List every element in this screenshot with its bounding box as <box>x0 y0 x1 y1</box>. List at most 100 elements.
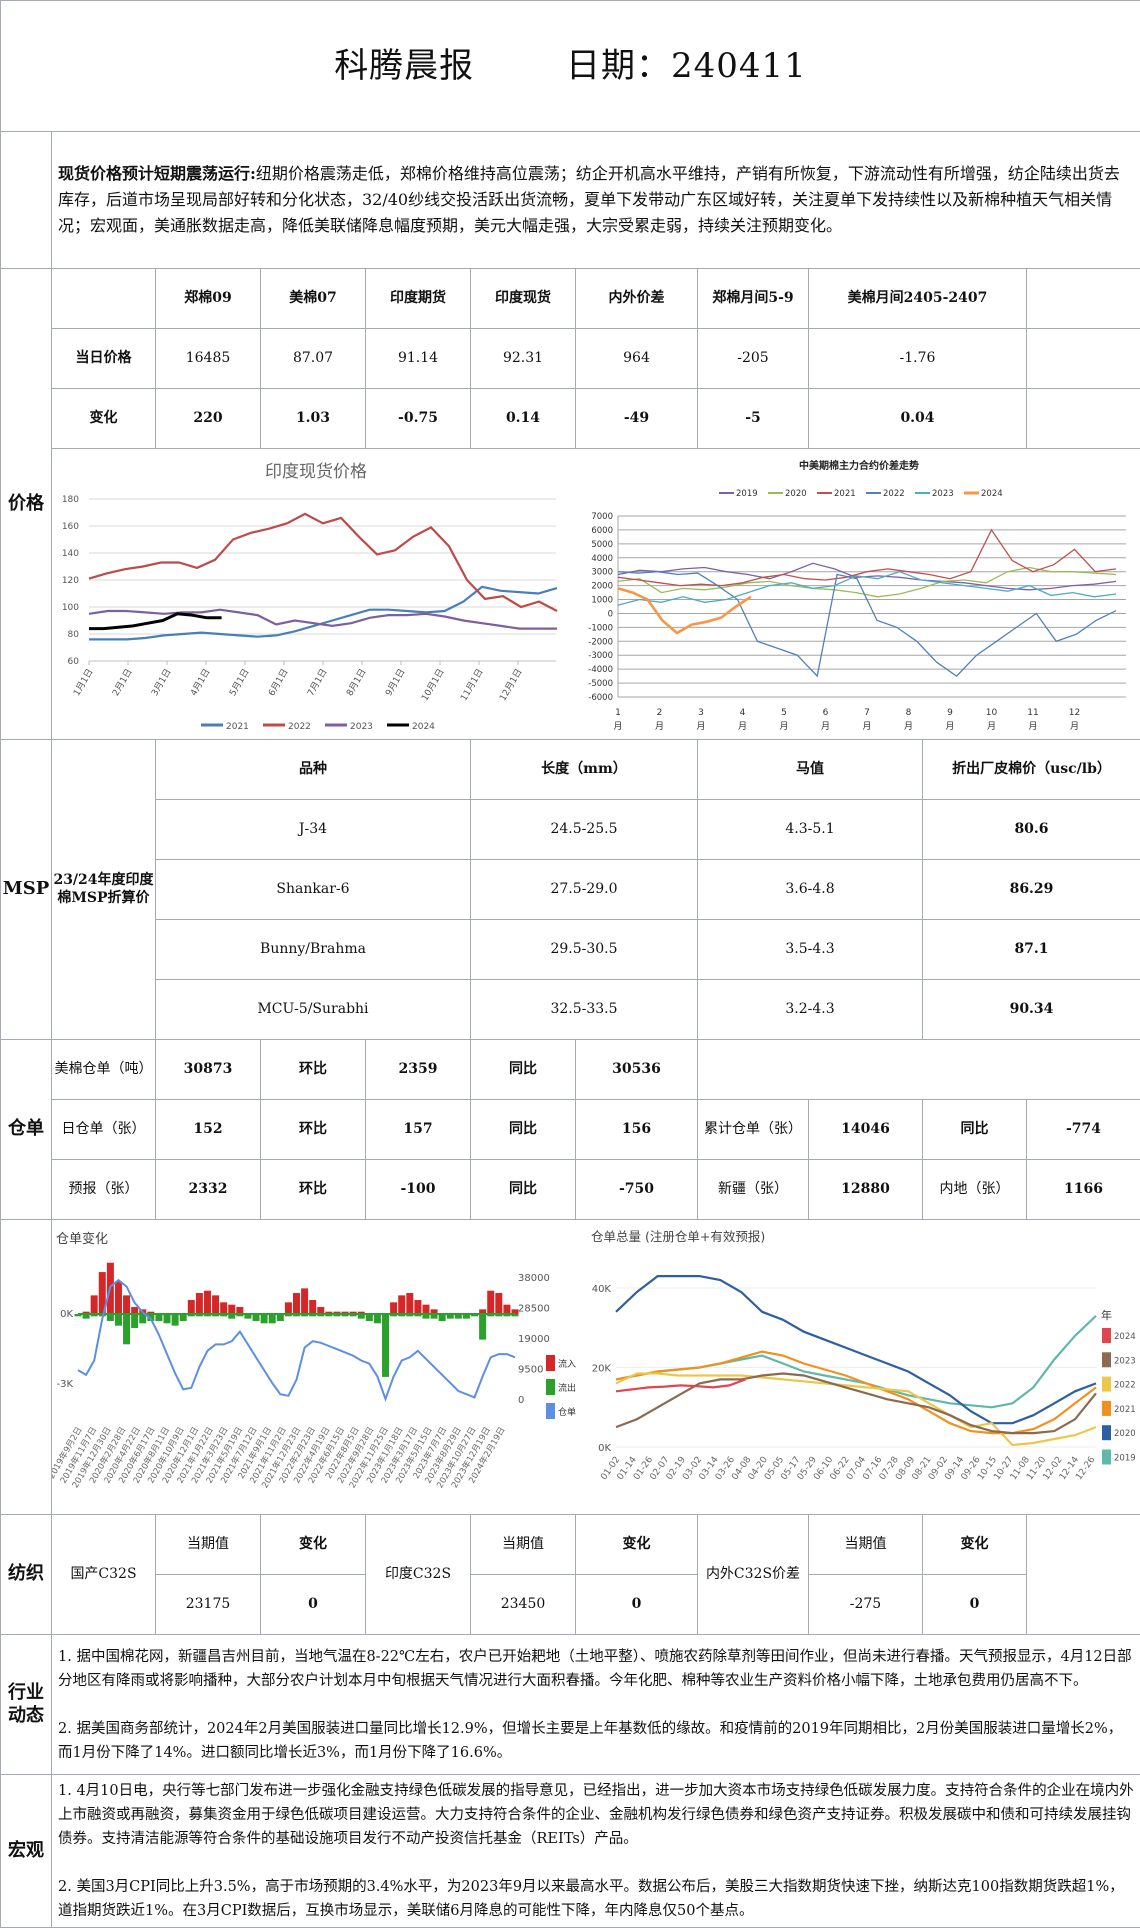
textile-header: 变化 <box>576 1515 698 1575</box>
x-tick-suffix: 月 <box>696 721 705 732</box>
y-tick-label: 140 <box>62 549 79 559</box>
warehouse-label: 同比 <box>471 1040 576 1100</box>
macro-news-item: 1. 4月10日电，央行等七部门发布进一步强化金融支持绿色低碳发展的指导意见，已… <box>58 1779 1134 1851</box>
x-tick-label: 1 <box>615 708 621 718</box>
warehouse-value: 14046 <box>809 1100 923 1160</box>
y-tick-label: 1000 <box>591 596 613 606</box>
y-tick-label: 160 <box>62 522 79 532</box>
price-section-label: 价格 <box>1 269 52 740</box>
warehouse-label: 同比 <box>923 1100 1027 1160</box>
price-value: 964 <box>576 329 698 389</box>
x-tick-suffix: 月 <box>904 721 913 732</box>
inflow-bar <box>115 1281 122 1314</box>
warehouse-value: 156 <box>576 1100 698 1160</box>
x-tick-suffix: 月 <box>738 721 747 732</box>
msp-micronaire: 3.6-4.8 <box>698 860 923 920</box>
inflow-bar <box>188 1300 195 1314</box>
inflow-bar <box>204 1291 211 1314</box>
msp-micronaire: 3.5-4.3 <box>698 920 923 980</box>
inflow-bar <box>236 1307 243 1314</box>
inflow-bar <box>123 1295 130 1314</box>
price-header: 美棉月间2405-2407 <box>809 269 1027 329</box>
outflow-bar <box>123 1314 130 1344</box>
msp-header: 长度（mm） <box>471 740 698 800</box>
textile-section-label: 纺织 <box>1 1515 52 1635</box>
right-tick-label: 0 <box>518 1395 524 1406</box>
legend-label: 2024 <box>412 722 435 732</box>
price-value: 91.14 <box>366 329 471 389</box>
series-line-2023 <box>89 610 557 629</box>
price-change: -0.75 <box>366 389 471 449</box>
legend-swatch-2024 <box>1102 1328 1111 1343</box>
warehouse-value: 157 <box>366 1100 471 1160</box>
textile-value: -275 <box>809 1575 923 1635</box>
price-value: -1.76 <box>809 329 1027 389</box>
y-tick-label: -6000 <box>588 693 613 703</box>
legend-title: 年 <box>1101 1308 1112 1322</box>
summary-text: 现货价格预计短期震荡运行:纽期价格震荡走低，郑棉价格维持高位震荡；纺企开机高水平… <box>52 132 1140 269</box>
x-tick-label: 9月1日 <box>383 667 407 698</box>
warehouse-label: 环比 <box>261 1160 366 1220</box>
x-tick-suffix: 月 <box>779 721 788 732</box>
x-tick-suffix: 月 <box>1070 721 1079 732</box>
outflow-bar <box>115 1314 122 1326</box>
msp-length: 32.5-33.5 <box>471 980 698 1040</box>
series-line-2019 <box>616 1316 1096 1408</box>
industry-section-label: 行业动态 <box>1 1635 52 1775</box>
price-row-label: 变化 <box>52 389 156 449</box>
x-tick-suffix: 月 <box>613 721 622 732</box>
x-tick-suffix: 月 <box>821 721 830 732</box>
warehouse-label: 同比 <box>471 1160 576 1220</box>
inflow-bar <box>212 1295 219 1314</box>
price-value: -205 <box>698 329 809 389</box>
price-value: 16485 <box>156 329 261 389</box>
y-tick-label: 80 <box>68 630 80 640</box>
y-tick-label: 180 <box>62 495 79 505</box>
x-tick-label: 7月1日 <box>305 667 329 698</box>
msp-length: 27.5-29.0 <box>471 860 698 920</box>
right-tick-label: 19000 <box>518 1334 550 1345</box>
y-tick-label: 7000 <box>591 512 613 522</box>
legend-label: 2021 <box>834 489 856 499</box>
msp-header: 马值 <box>698 740 923 800</box>
warehouse-value: 12880 <box>809 1160 923 1220</box>
legend-label: 2019 <box>1114 1454 1136 1464</box>
warehouse-label: 内地（张） <box>923 1160 1027 1220</box>
price-header: 印度现货 <box>471 269 576 329</box>
y-tick-label: 120 <box>62 576 79 586</box>
india-spot-title: 印度现货价格 <box>265 462 367 482</box>
price-header-row: 价格 郑棉09 美棉07 印度期货 印度现货 内外价差 郑棉月间5-9 美棉月间… <box>1 269 1140 329</box>
x-tick-label: 9 <box>947 708 953 718</box>
inflow-bar <box>301 1288 308 1314</box>
inflow-bar <box>285 1302 292 1314</box>
inflow-bar <box>414 1300 421 1314</box>
warehouse-value: 2332 <box>156 1160 261 1220</box>
warehouse-row-daily: 日仓单（张） 152 环比 157 同比 156 累计仓单（张） 14046 同… <box>1 1100 1140 1160</box>
msp-row-label: 23/24年度印度棉MSP折算价 <box>52 740 156 1040</box>
x-tick-suffix: 月 <box>862 721 871 732</box>
textile-value: 23450 <box>471 1575 576 1635</box>
y-tick-label: 5000 <box>591 540 613 550</box>
legend-label: 2020 <box>785 489 807 499</box>
legend-swatch <box>546 1379 555 1395</box>
summary-lead: 现货价格预计短期震荡运行: <box>58 164 256 183</box>
x-tick-label: 2月1日 <box>110 667 134 698</box>
price-blank <box>1027 329 1140 389</box>
outflow-bar <box>253 1314 260 1321</box>
inflow-bar <box>196 1293 203 1314</box>
legend-label: 2020 <box>1114 1429 1136 1439</box>
outflow-bar <box>439 1314 446 1321</box>
textile-group-name: 印度C32S <box>366 1515 471 1635</box>
x-tick-label: 5 <box>781 708 787 718</box>
textile-group-name: 内外C32S价差 <box>698 1515 809 1635</box>
price-blank <box>1027 389 1140 449</box>
warehouse-label: 环比 <box>261 1040 366 1100</box>
warehouse-value: 30536 <box>576 1040 698 1100</box>
price-value: 92.31 <box>471 329 576 389</box>
outflow-bar <box>172 1314 179 1326</box>
warehouse-charts-group: 仓单变化0K-3K380002850019000950002019年9月2日20… <box>52 1229 1136 1490</box>
x-tick-label: 3 <box>698 708 704 718</box>
textile-header: 当期值 <box>471 1515 576 1575</box>
